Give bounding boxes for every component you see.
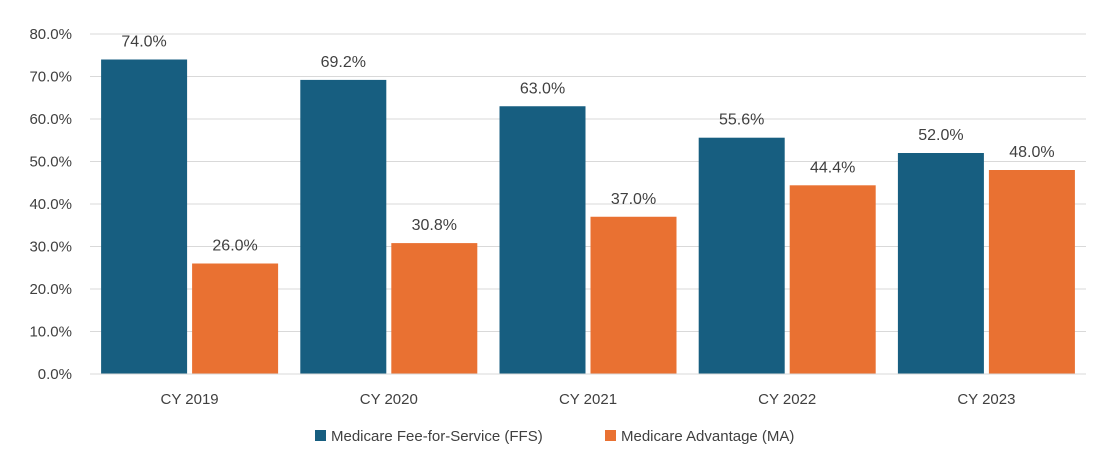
y-tick-label: 40.0%: [29, 196, 72, 213]
y-tick-label: 30.0%: [29, 239, 72, 256]
y-tick-label: 60.0%: [29, 111, 72, 128]
legend-swatch-ffs: [315, 430, 326, 441]
bar-ma[interactable]: [590, 216, 677, 374]
x-axis: CY 2019 CY 2020 CY 2021 CY 2022 CY 2023: [90, 373, 1086, 408]
x-category-label: CY 2023: [957, 391, 1015, 408]
y-tick-label: 70.0%: [29, 69, 72, 86]
legend[interactable]: Medicare Fee-for-Service (FFS) Medicare A…: [315, 428, 794, 445]
data-label: 74.0%: [121, 34, 166, 51]
bar-ffs[interactable]: [300, 79, 387, 375]
bar-ffs[interactable]: [101, 59, 188, 375]
data-labels: 74.0% 26.0% 69.2% 30.8% 63.0% 37.0% 55.6% 44.4%…: [121, 34, 1054, 255]
data-label: 55.6%: [719, 112, 764, 129]
legend-label-ffs[interactable]: Medicare Fee-for-Service (FFS): [331, 428, 543, 445]
data-label: 48.0%: [1009, 144, 1054, 161]
legend-swatch-ma: [605, 430, 616, 441]
bar-ma[interactable]: [391, 243, 478, 374]
data-label: 37.0%: [611, 191, 656, 208]
bar-ffs[interactable]: [499, 106, 586, 374]
bar-ma[interactable]: [192, 263, 279, 375]
data-label: 30.8%: [412, 217, 457, 234]
y-axis-ticks: 0.0% 10.0% 20.0% 30.0% 40.0% 50.0% 60.0% 70.0% 8…: [29, 26, 72, 383]
bars: [101, 59, 1075, 375]
bar-ma[interactable]: [988, 170, 1075, 374]
bar-ffs[interactable]: [698, 137, 785, 374]
data-label: 63.0%: [520, 80, 565, 97]
y-tick-label: 80.0%: [29, 26, 72, 43]
x-category-label: CY 2022: [758, 391, 816, 408]
bar-ffs[interactable]: [897, 153, 984, 374]
data-label: 44.4%: [810, 159, 855, 176]
x-category-label: CY 2019: [161, 391, 219, 408]
y-tick-label: 50.0%: [29, 154, 72, 171]
data-label: 52.0%: [918, 127, 963, 144]
x-category-label: CY 2020: [360, 391, 418, 408]
x-category-label: CY 2021: [559, 391, 617, 408]
y-tick-label: 0.0%: [38, 366, 72, 383]
legend-label-ma[interactable]: Medicare Advantage (MA): [621, 428, 794, 445]
bar-ma[interactable]: [789, 185, 876, 374]
y-tick-label: 10.0%: [29, 324, 72, 341]
data-label: 26.0%: [212, 238, 257, 255]
y-tick-label: 20.0%: [29, 281, 72, 298]
data-label: 69.2%: [321, 54, 366, 71]
